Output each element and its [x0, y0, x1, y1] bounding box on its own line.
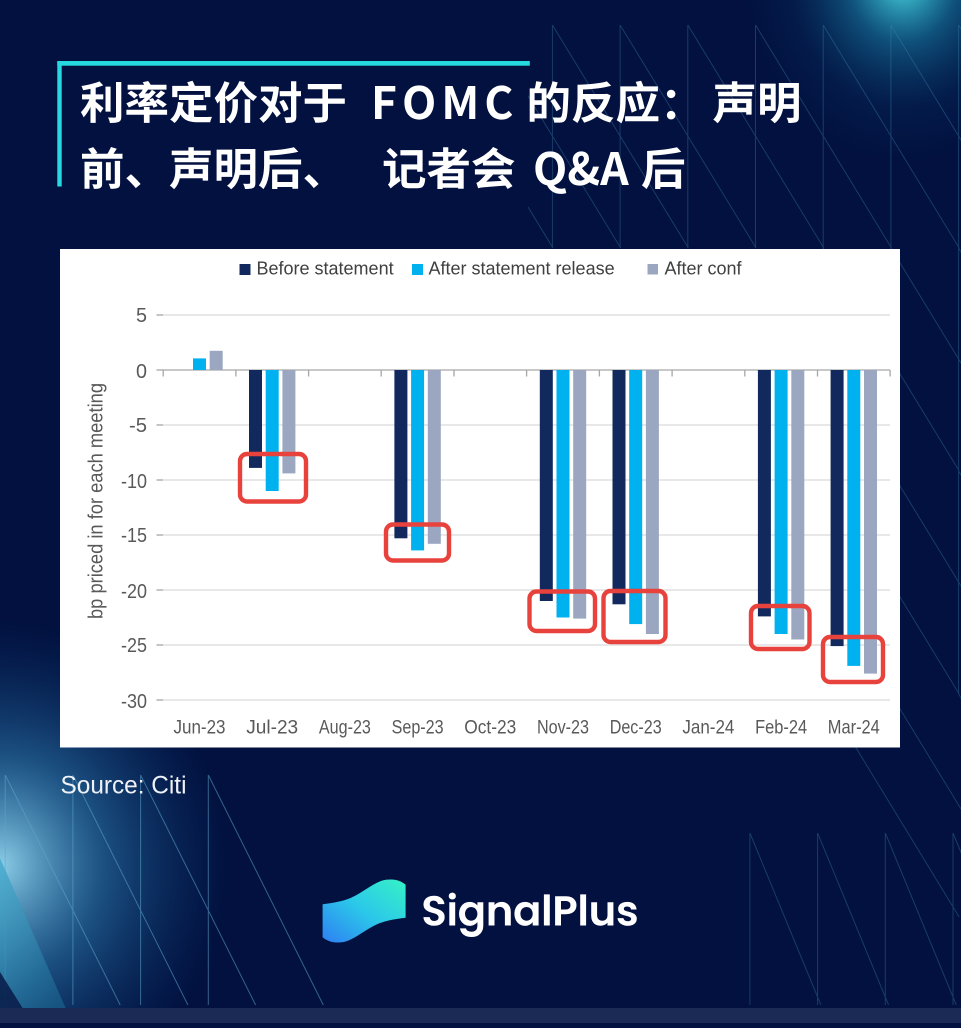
svg-text:0: 0 — [136, 360, 147, 383]
svg-text:Jul-23: Jul-23 — [246, 717, 298, 739]
svg-text:Sep-23: Sep-23 — [392, 717, 444, 739]
svg-text:-10: -10 — [121, 470, 147, 493]
svg-text:Mar-24: Mar-24 — [828, 717, 880, 739]
svg-text:Source: Citi: Source: Citi — [61, 772, 187, 800]
svg-text:bp priced in for each meeting: bp priced in for each meeting — [86, 383, 108, 619]
svg-text:-25: -25 — [121, 634, 147, 657]
svg-text:5: 5 — [136, 304, 147, 327]
svg-text:Feb-24: Feb-24 — [755, 717, 807, 739]
svg-text:-30: -30 — [121, 690, 147, 713]
svg-text:Oct-23: Oct-23 — [464, 717, 516, 739]
svg-text:Jun-23: Jun-23 — [174, 717, 226, 739]
svg-text:After statement release: After statement release — [429, 259, 615, 279]
svg-text:Nov-23: Nov-23 — [537, 717, 589, 739]
svg-text:Dec-23: Dec-23 — [610, 717, 662, 739]
svg-text:-15: -15 — [121, 524, 147, 547]
svg-text:Jan-24: Jan-24 — [682, 717, 734, 739]
svg-text:-5: -5 — [129, 414, 147, 437]
svg-text:After conf: After conf — [665, 259, 743, 279]
svg-text:Before statement: Before statement — [257, 259, 394, 279]
svg-text:-20: -20 — [121, 580, 147, 603]
svg-text:Aug-23: Aug-23 — [319, 717, 371, 739]
